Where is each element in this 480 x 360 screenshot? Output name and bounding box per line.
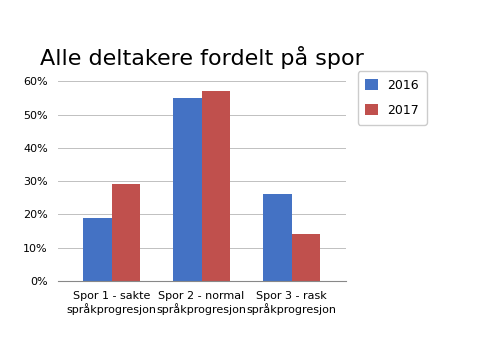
Bar (292, 234, 321, 281)
Legend: 2016, 2017: 2016, 2017 (358, 71, 427, 125)
Bar (263, 194, 292, 281)
Bar (111, 184, 140, 281)
Bar (202, 91, 230, 281)
Bar (173, 98, 202, 281)
Title: Alle deltakere fordelt på spor: Alle deltakere fordelt på spor (40, 46, 363, 69)
Bar (83, 218, 111, 281)
